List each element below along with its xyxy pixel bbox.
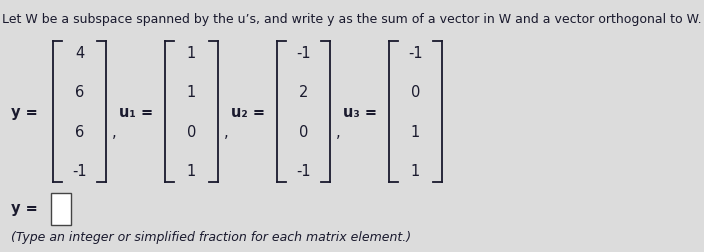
Text: u₃ =: u₃ = bbox=[343, 105, 377, 120]
Text: 1: 1 bbox=[187, 46, 196, 61]
Text: u₂ =: u₂ = bbox=[231, 105, 265, 120]
Text: u₁ =: u₁ = bbox=[119, 105, 153, 120]
Text: 0: 0 bbox=[187, 124, 196, 139]
Text: -1: -1 bbox=[296, 46, 310, 61]
Text: ,: , bbox=[112, 125, 117, 140]
Text: 6: 6 bbox=[75, 85, 84, 100]
Text: 0: 0 bbox=[298, 124, 308, 139]
Text: 2: 2 bbox=[298, 85, 308, 100]
Text: (Type an integer or simplified fraction for each matrix element.): (Type an integer or simplified fraction … bbox=[11, 230, 410, 243]
Text: -1: -1 bbox=[408, 46, 422, 61]
Text: -1: -1 bbox=[73, 163, 87, 178]
Text: Let W be a subspace spanned by the u’s, and write y as the sum of a vector in W : Let W be a subspace spanned by the u’s, … bbox=[2, 13, 702, 25]
Text: ,: , bbox=[224, 125, 229, 140]
Text: y =: y = bbox=[11, 200, 37, 215]
Text: y =: y = bbox=[11, 105, 37, 120]
Text: ,: , bbox=[336, 125, 341, 140]
Text: -1: -1 bbox=[296, 163, 310, 178]
Text: 0: 0 bbox=[410, 85, 420, 100]
Text: 1: 1 bbox=[410, 163, 420, 178]
Text: 1: 1 bbox=[187, 163, 196, 178]
Text: 6: 6 bbox=[75, 124, 84, 139]
Text: 4: 4 bbox=[75, 46, 84, 61]
Text: 1: 1 bbox=[410, 124, 420, 139]
FancyBboxPatch shape bbox=[51, 193, 71, 226]
Text: 1: 1 bbox=[187, 85, 196, 100]
